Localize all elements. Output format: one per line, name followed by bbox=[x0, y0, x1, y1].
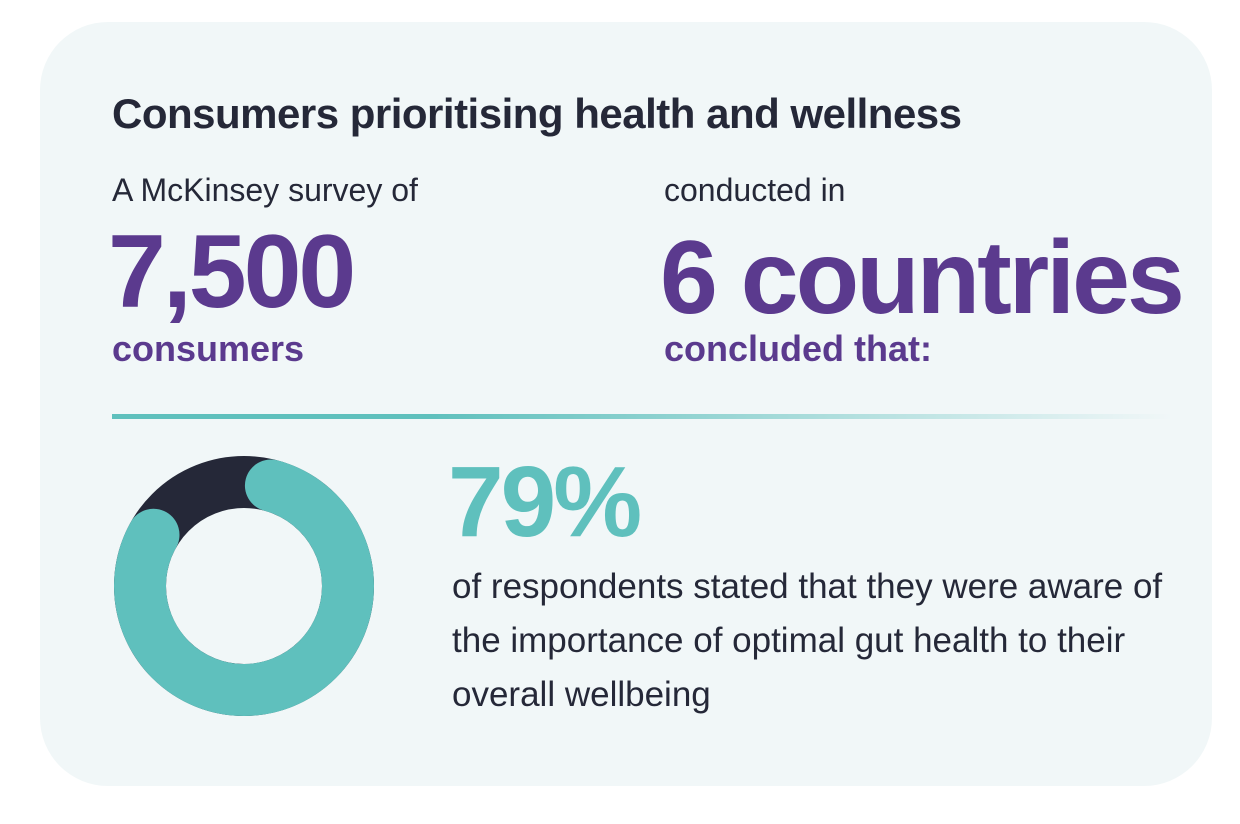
donut-slice-aware bbox=[114, 456, 374, 716]
respondent-count: 7,500 bbox=[108, 214, 356, 330]
survey-intro-text: A McKinsey survey of bbox=[112, 172, 418, 208]
respondent-unit: consumers bbox=[112, 328, 305, 369]
countries-intro-text: conducted in bbox=[664, 172, 846, 208]
infographic-card bbox=[40, 22, 1212, 786]
stat-description: of respondents stated that they were awa… bbox=[452, 567, 1163, 714]
percent-stat: 79% bbox=[448, 446, 642, 558]
section-divider bbox=[112, 414, 1172, 419]
donut-chart bbox=[114, 456, 374, 716]
conclusion-text: concluded that: bbox=[664, 328, 932, 369]
page-title: Consumers prioritising health and wellne… bbox=[112, 90, 962, 137]
country-count: 6 countries bbox=[660, 220, 1185, 336]
